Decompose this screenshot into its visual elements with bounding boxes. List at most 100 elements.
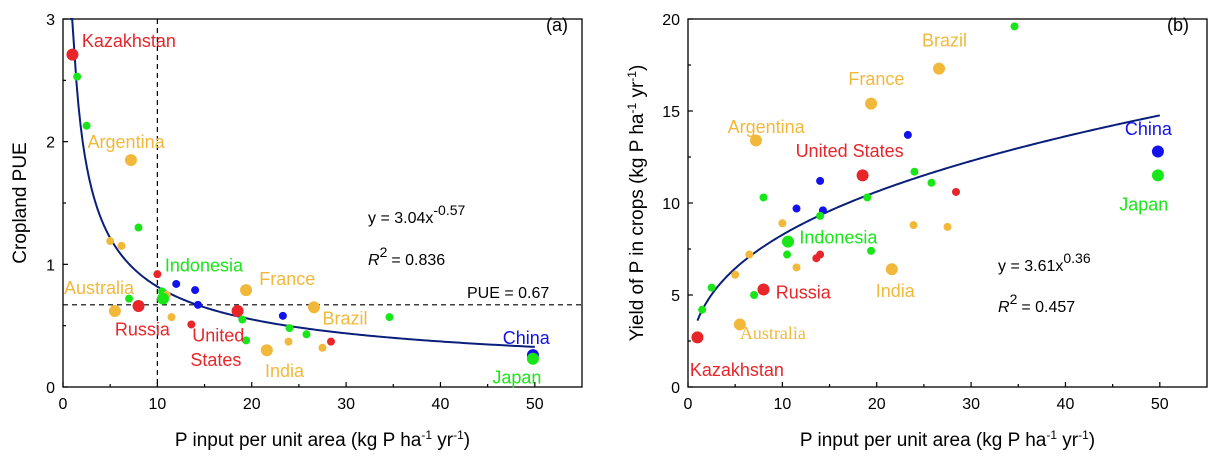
data-point [745,250,754,259]
fit-curve [696,114,1161,321]
y-tick-label: 1 [46,257,55,274]
x-tick-label: 0 [59,396,68,413]
y-tick-label: 20 [662,12,680,29]
data-point [240,284,253,297]
x-axis-label: P input per unit area (kg P ha-1 yr-1) [800,428,1095,451]
r-squared: R2 = 0.457 [998,291,1075,316]
data-point [82,121,91,130]
data-point [157,292,170,305]
country-label: China [1125,119,1173,139]
data-point [885,263,898,276]
chart-panel-a: 0 10 20 30 40 50 0 1 2 3 P input per unit area (kg… [10,12,583,451]
x-axis-label: P input per unit area (kg P ha-1 yr-1) [175,428,470,451]
country-label: Brazil [323,308,368,328]
data-point [856,169,869,182]
data-point [284,337,293,346]
country-label: France [848,69,904,89]
data-point [308,301,321,314]
data-point [1010,22,1019,31]
y-tick-label: 2 [46,135,55,152]
data-point [134,223,143,232]
x-tick-label: 40 [432,396,450,413]
data-point [242,336,251,345]
x-tick-label: 20 [868,396,886,413]
data-point [943,222,952,231]
y-tick-label: 0 [46,380,55,397]
country-label: India [265,361,305,381]
data-point [816,211,825,220]
data-point [191,286,200,295]
data-point [1151,145,1164,158]
x-tick-label: 10 [773,396,791,413]
data-point [759,193,768,202]
x-tick-label: 30 [337,396,355,413]
data-point [698,305,707,314]
data-point [66,48,79,61]
data-point [238,315,247,324]
data-point [749,134,762,147]
x-tick-label: 50 [1151,396,1169,413]
data-point [1151,169,1164,182]
data-point [153,270,162,279]
reference-line-label: PUE = 0.67 [467,285,549,302]
panel-label: (a) [546,15,568,35]
data-point [326,337,335,346]
data-point [951,187,960,196]
x-tick-label: 10 [148,396,166,413]
data-point [106,237,115,246]
data-point [193,300,202,309]
panel-label: (b) [1167,15,1189,35]
x-tick-label: 30 [962,396,980,413]
y-tick-label: 5 [671,288,680,305]
y-tick-label: 10 [662,196,680,213]
country-label: India [876,281,916,301]
data-point [132,300,145,313]
data-point [73,72,82,81]
data-point [125,294,134,303]
data-point [526,352,539,365]
country-label: France [259,269,315,289]
country-label: Japan [492,367,541,387]
country-label: Japan [1119,194,1168,214]
country-label: Brazil [922,31,967,51]
data-point [302,330,311,339]
data-point [385,313,394,322]
data-point [318,343,327,352]
y-axis-label: Cropland PUE [10,142,31,263]
country-label: China [503,328,551,348]
data-point [782,235,795,248]
country-label: Russia [115,319,171,339]
fit-equation: y = 3.04x-0.57 [368,202,465,227]
data-point [108,304,121,317]
x-tick-label: 40 [1057,396,1075,413]
data-point [260,344,273,357]
data-point [117,241,126,250]
data-point [865,97,878,110]
data-point [731,270,740,279]
y-axis-label: Yield of P in crops (kg P ha-1 yr-1) [625,65,648,342]
r-squared: R2 = 0.836 [368,244,445,269]
data-point [909,221,918,230]
country-label: Argentina [728,117,806,137]
data-point [812,254,821,263]
country-label: Argentina [88,132,166,152]
country-label: Indonesia [165,256,244,276]
data-point [124,154,137,167]
data-point [933,62,946,75]
data-point [172,279,181,288]
data-point [792,204,801,213]
data-point [231,304,244,317]
data-point [910,167,919,176]
data-point [750,291,759,299]
country-label: Kazakhstan [690,360,784,380]
country-label: Australia [740,323,806,343]
data-point [187,320,196,329]
data-point [733,318,746,331]
data-point [792,263,801,272]
country-label: Russia [776,283,832,303]
country-label: Indonesia [799,227,878,247]
chart-panel-b: 0 10 20 30 40 50 0 5 10 15 20 P input per unit area… [625,12,1208,451]
fit-equation: y = 3.61x0.36 [998,250,1091,275]
